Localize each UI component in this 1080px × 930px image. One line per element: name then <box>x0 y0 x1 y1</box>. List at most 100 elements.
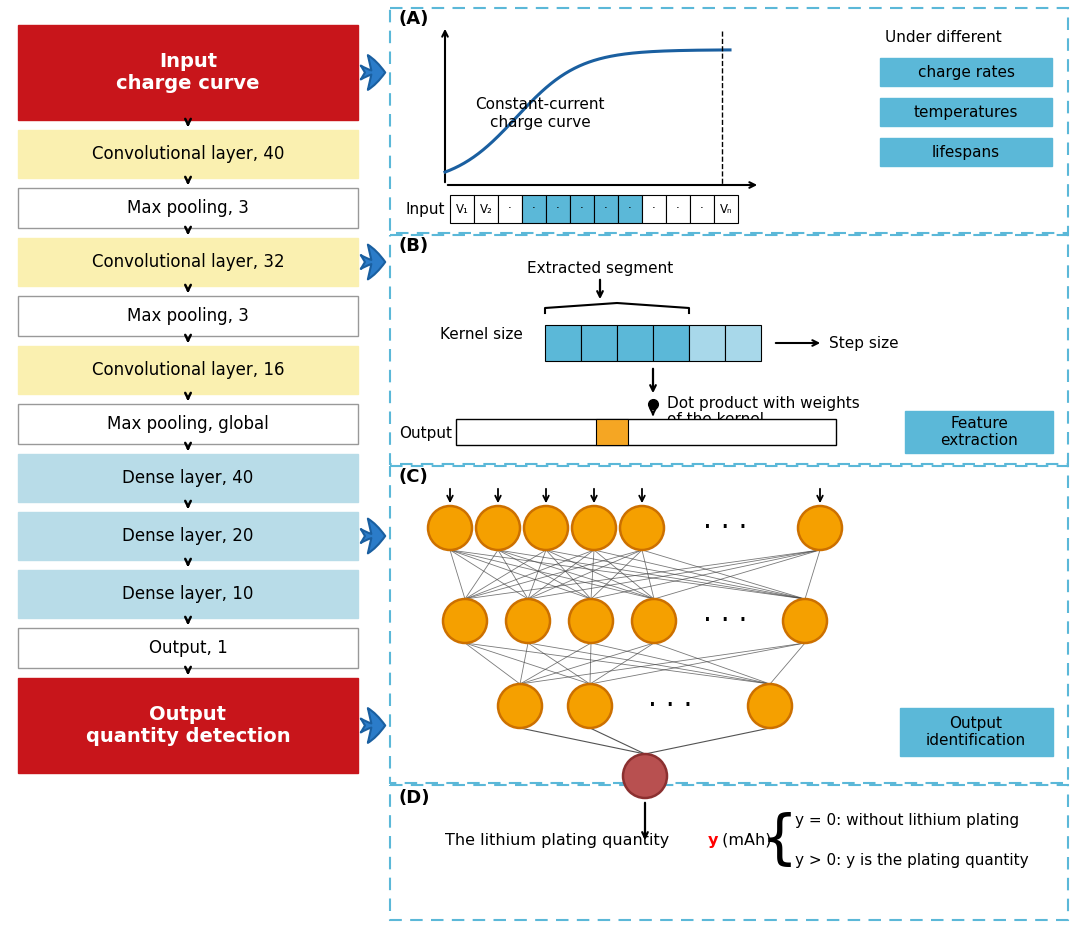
Circle shape <box>572 506 616 550</box>
Text: Extracted segment: Extracted segment <box>527 261 673 276</box>
Text: ·: · <box>580 203 584 216</box>
Text: · · ·: · · · <box>703 514 747 542</box>
Text: Output
identification: Output identification <box>926 716 1026 749</box>
Text: Kernel size: Kernel size <box>440 326 523 341</box>
Bar <box>18 570 357 618</box>
Text: Convolutional layer, 16: Convolutional layer, 16 <box>92 361 284 379</box>
Text: charge rates: charge rates <box>918 64 1014 79</box>
Text: ·: · <box>652 203 656 216</box>
Circle shape <box>623 754 667 798</box>
Bar <box>618 195 642 223</box>
Text: Input: Input <box>405 202 445 217</box>
Bar <box>714 195 738 223</box>
Bar <box>666 195 690 223</box>
Bar <box>18 238 357 286</box>
Bar <box>390 235 1068 464</box>
Text: Vₙ: Vₙ <box>719 203 732 216</box>
Bar <box>880 138 1052 166</box>
Text: y: y <box>708 832 718 847</box>
Bar <box>905 411 1053 453</box>
Text: Max pooling, 3: Max pooling, 3 <box>127 199 248 217</box>
Text: Output: Output <box>399 426 453 441</box>
Text: Constant-current
charge curve: Constant-current charge curve <box>475 98 605 129</box>
Bar <box>522 195 546 223</box>
Circle shape <box>428 506 472 550</box>
Bar <box>390 466 1068 783</box>
Bar <box>18 454 357 502</box>
Bar <box>18 296 357 336</box>
Circle shape <box>507 599 550 643</box>
Bar <box>581 325 617 361</box>
Text: Dense layer, 20: Dense layer, 20 <box>122 527 254 545</box>
Bar <box>18 512 357 560</box>
Text: Under different: Under different <box>885 30 1002 45</box>
Text: ·: · <box>700 203 704 216</box>
Bar <box>18 678 357 773</box>
Circle shape <box>498 684 542 728</box>
Bar <box>474 195 498 223</box>
Text: V₁: V₁ <box>456 203 469 216</box>
Text: Convolutional layer, 40: Convolutional layer, 40 <box>92 145 284 163</box>
Text: Max pooling, 3: Max pooling, 3 <box>127 307 248 325</box>
Text: Output
quantity detection: Output quantity detection <box>85 705 291 746</box>
Text: (mAh): (mAh) <box>717 832 771 847</box>
Text: temperatures: temperatures <box>914 104 1018 119</box>
Bar <box>18 130 357 178</box>
Text: ·: · <box>676 203 680 216</box>
Text: {: { <box>761 812 798 869</box>
Text: of the kernel: of the kernel <box>667 411 764 427</box>
Text: y > 0: y is the plating quantity: y > 0: y is the plating quantity <box>795 853 1028 868</box>
Text: (A): (A) <box>399 10 429 28</box>
Bar <box>18 188 357 228</box>
Text: ·: · <box>604 203 608 216</box>
Bar <box>594 195 618 223</box>
Bar <box>725 325 761 361</box>
Text: ·: · <box>532 203 536 216</box>
Text: Output, 1: Output, 1 <box>149 639 228 657</box>
Text: V₂: V₂ <box>480 203 492 216</box>
Text: lifespans: lifespans <box>932 144 1000 160</box>
Bar <box>900 708 1053 756</box>
Text: · · ·: · · · <box>648 692 692 720</box>
Text: y = 0: without lithium plating: y = 0: without lithium plating <box>795 813 1020 828</box>
Bar <box>546 195 570 223</box>
Circle shape <box>524 506 568 550</box>
Bar <box>880 58 1052 86</box>
Bar <box>689 325 725 361</box>
Bar <box>18 25 357 120</box>
Bar <box>690 195 714 223</box>
Bar <box>545 325 581 361</box>
Text: Feature
extraction: Feature extraction <box>940 416 1017 448</box>
Text: Dot product with weights: Dot product with weights <box>667 395 860 410</box>
Text: ·: · <box>508 203 512 216</box>
Bar <box>498 195 522 223</box>
Circle shape <box>748 684 792 728</box>
Bar <box>18 346 357 394</box>
Bar <box>570 195 594 223</box>
Text: · · ·: · · · <box>703 607 747 635</box>
Text: (C): (C) <box>399 468 428 486</box>
Text: (B): (B) <box>399 237 428 255</box>
Text: Convolutional layer, 32: Convolutional layer, 32 <box>92 253 284 271</box>
Circle shape <box>620 506 664 550</box>
Bar <box>642 195 666 223</box>
Circle shape <box>783 599 827 643</box>
Text: Dense layer, 40: Dense layer, 40 <box>122 469 254 487</box>
Bar <box>653 325 689 361</box>
Circle shape <box>569 599 613 643</box>
Text: Dense layer, 10: Dense layer, 10 <box>122 585 254 603</box>
Text: ·: · <box>629 203 632 216</box>
Bar <box>617 325 653 361</box>
Bar <box>596 419 627 445</box>
Circle shape <box>476 506 519 550</box>
Text: Step size: Step size <box>829 336 899 351</box>
Circle shape <box>798 506 842 550</box>
Circle shape <box>632 599 676 643</box>
Bar <box>880 98 1052 126</box>
Bar <box>390 8 1068 233</box>
Text: (D): (D) <box>399 789 430 807</box>
Bar <box>18 404 357 444</box>
Text: Input
charge curve: Input charge curve <box>117 52 260 93</box>
Circle shape <box>568 684 612 728</box>
Bar <box>18 628 357 668</box>
